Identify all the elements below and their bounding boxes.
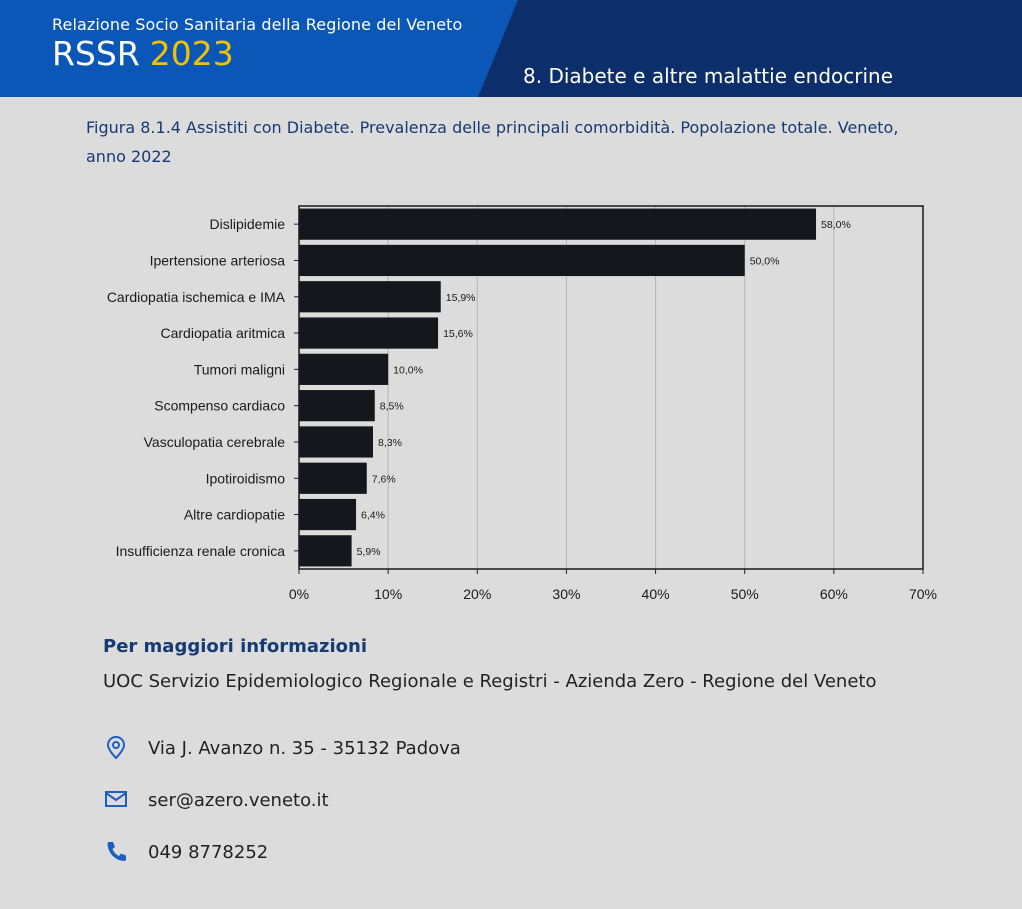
contact-address: Via J. Avanzo n. 35 - 35132 Padova <box>103 735 461 761</box>
contact-email-link[interactable]: ser@azero.veneto.it <box>148 789 329 811</box>
report-organization: Relazione Socio Sanitaria della Regione … <box>52 15 463 34</box>
contact-email: ser@azero.veneto.it <box>103 787 329 813</box>
bar <box>299 426 373 458</box>
x-tick-label: 10% <box>374 586 402 602</box>
data-label: 15,9% <box>446 292 476 304</box>
report-brand: RSSR 2023 <box>52 34 234 73</box>
mail-icon <box>103 787 131 813</box>
category-label: Ipertensione arteriosa <box>150 252 286 268</box>
plot-frame <box>298 205 924 570</box>
category-label: Tumori maligni <box>194 361 285 377</box>
comorbidity-bar-chart: 0% 10% 20% 30% 40% 50% 60% 70% Dislipidemie 58,0%… <box>107 205 937 602</box>
bar <box>299 462 367 494</box>
brand-year: 2023 <box>149 34 234 73</box>
data-label: 8,3% <box>378 437 402 449</box>
info-organization: UOC Servizio Epidemiologico Regionale e … <box>103 671 877 692</box>
chapter-title: 8. Diabete e altre malattie endocrine <box>523 64 894 88</box>
bar <box>299 390 375 422</box>
bar <box>299 208 817 240</box>
bar <box>299 498 357 531</box>
bar <box>299 353 389 385</box>
category-label: Ipotiroidismo <box>206 470 286 486</box>
x-tick-label: 20% <box>463 586 491 602</box>
data-label: 10,0% <box>393 364 423 376</box>
category-label: Insufficienza renale cronica <box>116 543 286 559</box>
data-label: 58,0% <box>821 219 851 231</box>
x-tick-label: 60% <box>820 586 848 602</box>
data-label: 7,6% <box>372 473 396 485</box>
data-label: 5,9% <box>357 546 381 558</box>
x-tick-label: 0% <box>289 586 309 602</box>
data-label: 6,4% <box>361 510 385 522</box>
data-label: 50,0% <box>750 255 780 267</box>
location-pin-icon <box>103 735 131 761</box>
contact-phone-text: 049 8778252 <box>148 841 269 863</box>
bar <box>299 317 439 349</box>
category-label: Dislipidemie <box>210 216 286 232</box>
x-tick-label: 70% <box>909 586 937 602</box>
category-label: Cardiopatia aritmica <box>161 325 286 341</box>
brand-name: RSSR <box>52 34 140 73</box>
info-title: Per maggiori informazioni <box>103 636 368 657</box>
category-label: Cardiopatia ischemica e IMA <box>107 289 286 305</box>
bar <box>299 244 745 277</box>
x-tick-label: 30% <box>552 586 580 602</box>
data-label: 15,6% <box>443 328 473 340</box>
contact-address-text: Via J. Avanzo n. 35 - 35132 Padova <box>148 737 461 759</box>
category-label: Altre cardiopatie <box>184 507 285 523</box>
report-header: Relazione Socio Sanitaria della Regione … <box>0 0 1022 97</box>
x-tick-label: 50% <box>731 586 759 602</box>
bar <box>299 535 352 567</box>
bar <box>299 281 441 313</box>
figure-caption: Figura 8.1.4 Assistiti con Diabete. Prev… <box>86 118 899 166</box>
header-dark-panel <box>478 0 1022 97</box>
category-label: Scompenso cardiaco <box>154 398 285 414</box>
phone-icon <box>103 839 131 865</box>
x-tick-label: 40% <box>642 586 670 602</box>
data-label: 8,5% <box>380 401 404 413</box>
category-label: Vasculopatia cerebrale <box>144 434 286 450</box>
contact-phone: 049 8778252 <box>103 839 268 865</box>
